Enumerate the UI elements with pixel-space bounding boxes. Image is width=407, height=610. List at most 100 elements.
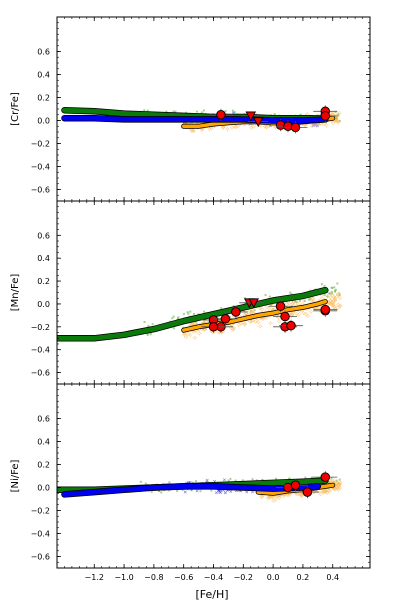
scatter-point [181, 488, 184, 491]
scatter-point [222, 478, 226, 482]
scatter-point [199, 490, 202, 493]
scatter-point [327, 294, 333, 300]
scatter-point [295, 491, 301, 497]
scatter-point [303, 300, 306, 303]
scatter-point [241, 320, 248, 327]
scatter-point [247, 318, 253, 325]
scatter-point [285, 305, 288, 308]
x-tick-label: −1.0 [114, 573, 133, 582]
scatter-point [205, 478, 209, 482]
scatter-point [177, 316, 180, 319]
scatter-point [146, 109, 149, 112]
scatter-point [299, 299, 302, 302]
scatter-point [334, 289, 337, 292]
scatter-point [257, 323, 263, 329]
scatter-point [233, 111, 236, 114]
scatter-point [320, 283, 323, 286]
scatter-point [337, 485, 343, 491]
scatter-point [234, 479, 237, 482]
scatter-point [298, 492, 304, 498]
y-axis-label: [Cr/Fe] [10, 92, 21, 126]
scatter-point [336, 110, 342, 116]
scatter-point [334, 305, 341, 311]
scatter-point [336, 282, 339, 285]
x-tick-label: 0.2 [297, 573, 310, 582]
scatter-point [223, 491, 227, 495]
scatter-point [227, 479, 230, 482]
scatter-point [300, 310, 307, 316]
scatter-point [273, 113, 276, 116]
scatter-point [333, 480, 339, 486]
scatter-point [294, 300, 301, 306]
scatter-point [324, 490, 330, 496]
scatter-point [328, 300, 334, 307]
scatter-point [286, 492, 292, 498]
scatter-point [218, 490, 222, 494]
scatter-point [333, 293, 340, 300]
scatter-point [294, 311, 300, 317]
target-star-circle [290, 480, 301, 490]
target-star-circle [231, 307, 241, 317]
scatter-point [172, 315, 175, 318]
y-tick-label: −0.2 [31, 507, 50, 516]
panel-mnfe: −0.6 −0.4 −0.2 0.0 0.2 0.4 0.6 [Mn/Fe] [10, 200, 371, 385]
scatter-point [168, 481, 171, 484]
scatter-point [321, 121, 327, 127]
scatter-point [203, 310, 206, 313]
target-star-triangle [252, 117, 264, 128]
scatter-point [192, 312, 195, 315]
scatter-point [261, 478, 264, 481]
scatter-point [241, 479, 244, 482]
scatter-point [200, 111, 203, 114]
scatter-point [337, 303, 343, 309]
scatter-point [290, 301, 296, 307]
target-star-circle [216, 109, 226, 120]
x-tick-label: −0.8 [144, 573, 163, 582]
scatter-point [168, 489, 171, 492]
scatter-point [218, 329, 225, 335]
scatter-point [323, 122, 330, 128]
scatter-point [331, 294, 338, 301]
scatter-point [264, 304, 270, 310]
scatter-point [232, 123, 238, 130]
scatter-point [308, 309, 314, 315]
scatter-point [231, 109, 234, 112]
scatter-point [323, 284, 326, 287]
scatter-point [214, 491, 218, 495]
bulge-trend-line [181, 299, 328, 332]
scatter-point [336, 481, 342, 488]
scatter-point [290, 309, 296, 315]
scatter-point [276, 495, 283, 501]
scatter-point [330, 286, 333, 289]
scatter-point [319, 292, 325, 299]
scatter-point [304, 476, 307, 479]
scatter-point [330, 302, 336, 308]
scatter-point [235, 322, 242, 328]
scatter-point [182, 313, 185, 316]
scatter-point [185, 111, 188, 114]
scatter-point [290, 293, 293, 296]
y-tick-label: −0.2 [31, 323, 50, 332]
y-axis-label: [Ni/Fe] [10, 460, 21, 493]
y-tick-label: 0.2 [37, 461, 50, 470]
scatter-point [224, 110, 227, 113]
scatter-point [151, 323, 154, 326]
scatter-point [171, 317, 174, 320]
scatter-point [194, 480, 197, 483]
scatter-point [268, 295, 271, 298]
scatter-point [266, 494, 272, 501]
y-tick-label: 0.6 [37, 231, 50, 240]
scatter-point [232, 305, 235, 308]
y-tick-label: −0.4 [31, 163, 50, 172]
scatter-point [182, 326, 185, 329]
x-tick-label: −0.2 [234, 573, 253, 582]
scatter-point [289, 313, 295, 319]
scatter-point [259, 493, 265, 499]
scatter-point [160, 491, 163, 494]
scatter-point [187, 312, 190, 315]
scatter-point [338, 294, 341, 297]
y-tick-label: 0.6 [37, 415, 50, 424]
scatter-point [174, 110, 177, 113]
scatter-point [330, 290, 333, 293]
